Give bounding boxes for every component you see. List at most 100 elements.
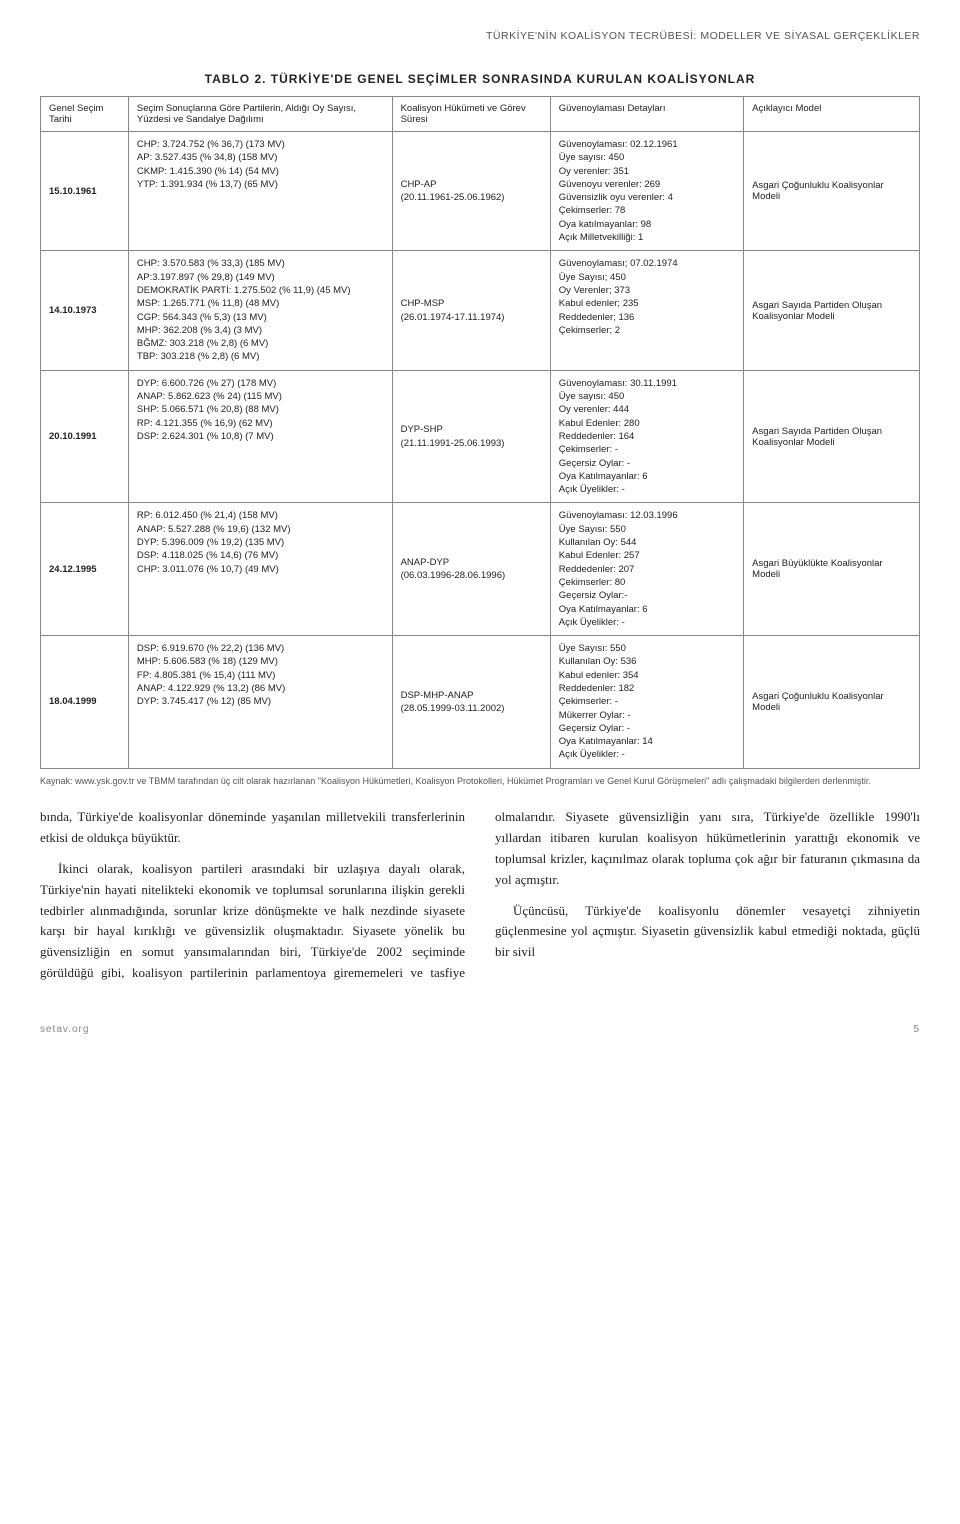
vote-cell: Güvenoylaması: 12.03.1996Üye Sayısı: 550… — [550, 503, 743, 636]
vote-line: Reddedenler; 136 — [559, 311, 735, 324]
result-line: RP: 6.012.450 (% 21,4) (158 MV) — [137, 509, 384, 522]
vote-line: Oy verenler: 444 — [559, 403, 735, 416]
result-line: MSP: 1.265.771 (% 11,8) (48 MV) — [137, 297, 384, 310]
coalition-cell: CHP-AP(20.11.1961-25.06.1962) — [392, 132, 550, 251]
coalition-cell: DSP-MHP-ANAP(28.05.1999-03.11.2002) — [392, 636, 550, 769]
date-cell: 24.12.1995 — [41, 503, 129, 636]
model-cell: Asgari Sayıda Partiden Oluşan Koalisyonl… — [744, 370, 920, 503]
results-cell: DYP: 6.600.726 (% 27) (178 MV)ANAP: 5.86… — [128, 370, 392, 503]
col-header: Seçim Sonuçlarına Göre Partilerin, Aldığ… — [128, 97, 392, 132]
vote-line: Üye Sayısı: 550 — [559, 523, 735, 536]
vote-cell: Güvenoylaması; 07.02.1974Üye Sayısı; 450… — [550, 251, 743, 370]
model-cell: Asgari Büyüklükte Koalisyonlar Modeli — [744, 503, 920, 636]
col-header: Koalisyon Hükümeti ve Görev Süresi — [392, 97, 550, 132]
vote-line: Açık Üyelikler: - — [559, 748, 735, 761]
vote-line: Güvenoylaması: 30.11.1991 — [559, 377, 735, 390]
coalition-table: Genel Seçim Tarihi Seçim Sonuçlarına Gör… — [40, 96, 920, 769]
footer-left: setav.org — [40, 1024, 89, 1035]
result-line: CHP: 3.011.076 (% 10,7) (49 MV) — [137, 563, 384, 576]
result-line: FP: 4.805.381 (% 15,4) (111 MV) — [137, 669, 384, 682]
vote-line: Kullanılan Oy: 536 — [559, 655, 735, 668]
model-cell: Asgari Çoğunluklu Koalisyonlar Modeli — [744, 636, 920, 769]
results-cell: CHP: 3.570.583 (% 33,3) (185 MV)AP:3.197… — [128, 251, 392, 370]
vote-cell: Güvenoylaması: 02.12.1961Üye sayısı: 450… — [550, 132, 743, 251]
vote-line: Kabul edenler: 354 — [559, 669, 735, 682]
result-line: DYP: 3.745.417 (% 12) (85 MV) — [137, 695, 384, 708]
vote-cell: Üye Sayısı: 550Kullanılan Oy: 536Kabul e… — [550, 636, 743, 769]
vote-line: Açık Üyelikler: - — [559, 483, 735, 496]
coalition-line: ANAP-DYP — [401, 556, 542, 569]
vote-line: Güvenoylaması: 12.03.1996 — [559, 509, 735, 522]
vote-line: Güvensizlik oyu verenler: 4 — [559, 191, 735, 204]
result-line: ANAP: 4.122.929 (% 13,2) (86 MV) — [137, 682, 384, 695]
vote-line: Çekimserler; 2 — [559, 324, 735, 337]
col-header: Açıklayıcı Model — [744, 97, 920, 132]
vote-line: Oya Katılmayanlar: 14 — [559, 735, 735, 748]
table-header-row: Genel Seçim Tarihi Seçim Sonuçlarına Gör… — [41, 97, 920, 132]
model-cell: Asgari Sayıda Partiden Oluşan Koalisyonl… — [744, 251, 920, 370]
coalition-line: DSP-MHP-ANAP — [401, 689, 542, 702]
vote-line: Geçersiz Oylar:- — [559, 589, 735, 602]
date-cell: 20.10.1991 — [41, 370, 129, 503]
result-line: BĞMZ: 303.218 (% 2,8) (6 MV) — [137, 337, 384, 350]
coalition-line: CHP-MSP — [401, 297, 542, 310]
body-text: bında, Türkiye'de koalisyonlar döneminde… — [40, 807, 920, 983]
result-line: TBP: 303.218 (% 2,8) (6 MV) — [137, 350, 384, 363]
vote-line: Geçersiz Oylar: - — [559, 722, 735, 735]
vote-line: Güvenoyu verenler: 269 — [559, 178, 735, 191]
date-cell: 14.10.1973 — [41, 251, 129, 370]
results-cell: DSP: 6.919.670 (% 22,2) (136 MV)MHP: 5.6… — [128, 636, 392, 769]
result-line: SHP: 5.066.571 (% 20,8) (88 MV) — [137, 403, 384, 416]
paragraph: Üçüncüsü, Türkiye'de koalisyonlu dönemle… — [495, 901, 920, 963]
vote-line: Oya katılmayanlar: 98 — [559, 218, 735, 231]
vote-line: Güvenoylaması: 02.12.1961 — [559, 138, 735, 151]
result-line: RP: 4.121.355 (% 16,9) (62 MV) — [137, 417, 384, 430]
result-line: ANAP: 5.527.288 (% 19,6) (132 MV) — [137, 523, 384, 536]
vote-line: Üye sayısı: 450 — [559, 151, 735, 164]
result-line: DSP: 2.624.301 (% 10,8) (7 MV) — [137, 430, 384, 443]
results-cell: CHP: 3.724.752 (% 36,7) (173 MV)AP: 3.52… — [128, 132, 392, 251]
paragraph: bında, Türkiye'de koalisyonlar döneminde… — [40, 807, 465, 849]
footer-page-number: 5 — [913, 1024, 920, 1035]
page-footer: setav.org 5 — [40, 1024, 920, 1035]
vote-line: Üye Sayısı; 450 — [559, 271, 735, 284]
result-line: MHP: 5.606.583 (% 18) (129 MV) — [137, 655, 384, 668]
table-row: 20.10.1991DYP: 6.600.726 (% 27) (178 MV)… — [41, 370, 920, 503]
coalition-line: (21.11.1991-25.06.1993) — [401, 437, 542, 450]
result-line: YTP: 1.391.934 (% 13,7) (65 MV) — [137, 178, 384, 191]
result-line: DSP: 4.118.025 (% 14,6) (76 MV) — [137, 549, 384, 562]
table-row: 18.04.1999DSP: 6.919.670 (% 22,2) (136 M… — [41, 636, 920, 769]
coalition-line: (26.01.1974-17.11.1974) — [401, 311, 542, 324]
result-line: DYP: 6.600.726 (% 27) (178 MV) — [137, 377, 384, 390]
vote-line: Çekimserler: 80 — [559, 576, 735, 589]
result-line: ANAP: 5.862.623 (% 24) (115 MV) — [137, 390, 384, 403]
table-row: 15.10.1961CHP: 3.724.752 (% 36,7) (173 M… — [41, 132, 920, 251]
result-line: DYP: 5.396.009 (% 19,2) (135 MV) — [137, 536, 384, 549]
vote-line: Güvenoylaması; 07.02.1974 — [559, 257, 735, 270]
vote-line: Oy Verenler; 373 — [559, 284, 735, 297]
vote-line: Oy verenler: 351 — [559, 165, 735, 178]
table-source-note: Kaynak: www.ysk.gov.tr ve TBMM tarafında… — [40, 775, 920, 788]
results-cell: RP: 6.012.450 (% 21,4) (158 MV)ANAP: 5.5… — [128, 503, 392, 636]
coalition-line: (20.11.1961-25.06.1962) — [401, 191, 542, 204]
coalition-cell: DYP-SHP(21.11.1991-25.06.1993) — [392, 370, 550, 503]
model-cell: Asgari Çoğunluklu Koalisyonlar Modeli — [744, 132, 920, 251]
vote-line: Çekimserler: - — [559, 695, 735, 708]
vote-line: Açık Milletvekilliği: 1 — [559, 231, 735, 244]
vote-line: Çekimserler: 78 — [559, 204, 735, 217]
vote-line: Reddedenler: 182 — [559, 682, 735, 695]
table-row: 24.12.1995RP: 6.012.450 (% 21,4) (158 MV… — [41, 503, 920, 636]
col-header: Güvenoylaması Detayları — [550, 97, 743, 132]
vote-line: Oya Katılmayanlar: 6 — [559, 470, 735, 483]
result-line: CKMP: 1.415.390 (% 14) (54 MV) — [137, 165, 384, 178]
table-row: 14.10.1973CHP: 3.570.583 (% 33,3) (185 M… — [41, 251, 920, 370]
vote-line: Kabul Edenler: 280 — [559, 417, 735, 430]
result-line: CHP: 3.570.583 (% 33,3) (185 MV) — [137, 257, 384, 270]
coalition-cell: ANAP-DYP(06.03.1996-28.06.1996) — [392, 503, 550, 636]
result-line: DEMOKRATİK PARTİ: 1.275.502 (% 11,9) (45… — [137, 284, 384, 297]
result-line: DSP: 6.919.670 (% 22,2) (136 MV) — [137, 642, 384, 655]
result-line: MHP: 362.208 (% 3,4) (3 MV) — [137, 324, 384, 337]
vote-line: Oya Katılmayanlar: 6 — [559, 603, 735, 616]
vote-line: Kullanılan Oy: 544 — [559, 536, 735, 549]
vote-line: Reddedenler: 164 — [559, 430, 735, 443]
